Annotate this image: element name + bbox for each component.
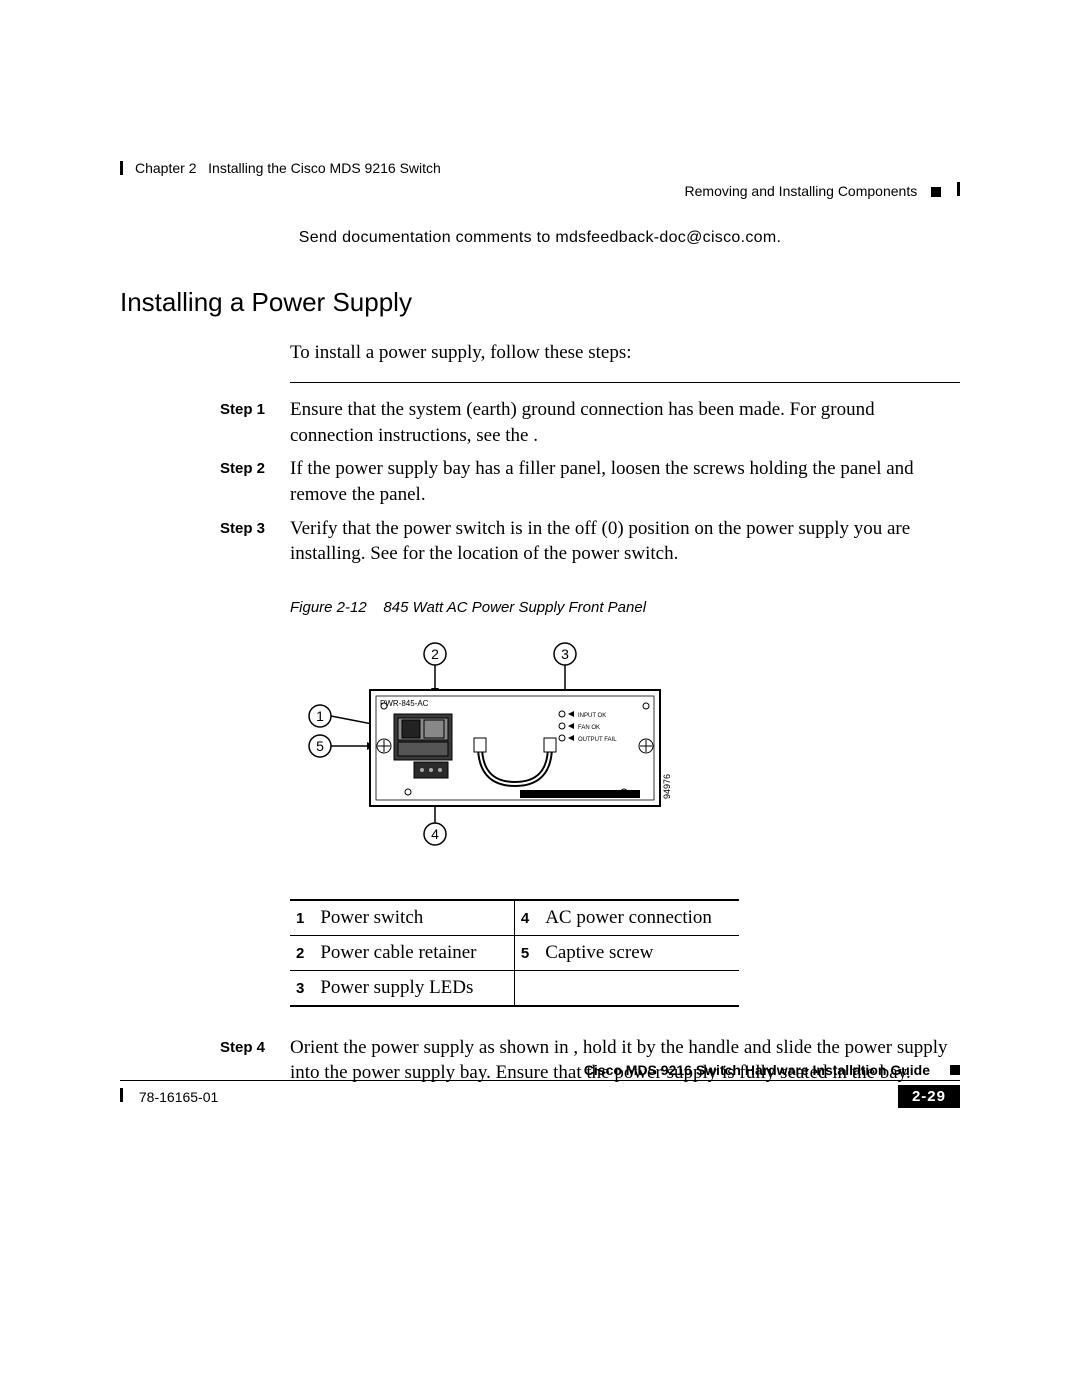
guide-title: Cisco MDS 9216 Switch Hardware Installat… [584,1062,930,1078]
callout-5: 5 [316,738,324,754]
header-bar-icon [120,161,123,175]
callout-1: 1 [316,708,324,724]
page-number: 2-29 [898,1085,960,1108]
doc-number: 78-16165-01 [139,1089,218,1105]
led-label: INPUT OK [578,713,606,719]
footer-guide-row: Cisco MDS 9216 Switch Hardware Installat… [120,1062,960,1078]
chapter-title: Installing the Cisco MDS 9216 Switch [208,160,441,176]
page-content: Chapter 2 Installing the Cisco MDS 9216 … [120,160,960,1094]
led-label: OUTPUT FAIL [578,737,617,743]
legend-num: 3 [290,970,314,1006]
section-name: Removing and Installing Components [685,183,918,199]
running-header: Chapter 2 Installing the Cisco MDS 9216 … [120,160,960,176]
square-icon [950,1065,960,1075]
step-3: Step 3 Verify that the power switch is i… [220,516,960,567]
figure-title: 845 Watt AC Power Supply Front Panel [383,599,646,616]
captive-screw-icon [377,739,391,753]
figure-part-number: 94976 [662,774,672,799]
step-text: If the power supply bay has a filler pan… [290,456,960,507]
callout-2: 2 [431,646,439,662]
step-2: Step 2 If the power supply bay has a fil… [220,456,960,507]
step-1: Step 1 Ensure that the system (earth) gr… [220,397,960,448]
legend-num: 1 [290,900,314,936]
header-bar-right-icon [957,182,960,196]
legend-text: AC power connection [539,900,739,936]
figure-label: Figure 2-12 [290,599,367,616]
legend-num [514,970,539,1006]
table-row: 3 Power supply LEDs [290,970,739,1006]
intro-text: To install a power supply, follow these … [290,342,960,364]
footer-left: 78-16165-01 [120,1088,218,1105]
legend-table: 1 Power switch 4 AC power connection 2 P… [290,899,739,1007]
legend-text: Power supply LEDs [314,970,514,1006]
legend-num: 5 [514,935,539,970]
square-icon [931,187,941,197]
legend-text [539,970,739,1006]
footer-bottom-row: 78-16165-01 2-29 [120,1085,960,1108]
step-label: Step 1 [220,397,290,448]
legend-text: Power switch [314,900,514,936]
page-footer: Cisco MDS 9216 Switch Hardware Installat… [120,1062,960,1108]
callout-3: 3 [561,646,569,662]
step-label: Step 2 [220,456,290,507]
legend-text: Power cable retainer [314,935,514,970]
step-text: Verify that the power switch is in the o… [290,516,960,567]
header-right: Removing and Installing Components [120,182,960,199]
table-row: 1 Power switch 4 AC power connection [290,900,739,936]
footer-rule [120,1080,960,1081]
figure: 2 3 1 5 [290,634,960,859]
legend-text: Captive screw [539,935,739,970]
feedback-line: Send documentation comments to mdsfeedba… [120,229,960,247]
legend-num: 2 [290,935,314,970]
step-text: Ensure that the system (earth) ground co… [290,397,960,448]
legend-num: 4 [514,900,539,936]
figure-caption: Figure 2-12 845 Watt AC Power Supply Fro… [290,599,960,616]
step-label: Step 3 [220,516,290,567]
callout-4: 4 [431,826,439,842]
captive-screw-icon [639,739,653,753]
table-row: 2 Power cable retainer 5 Captive screw [290,935,739,970]
led-label: FAN OK [578,725,600,731]
footer-bar-icon [120,1088,123,1102]
section-heading: Installing a Power Supply [120,287,960,318]
rule-top [290,382,960,383]
chapter-label: Chapter 2 [135,160,196,176]
header-left: Chapter 2 Installing the Cisco MDS 9216 … [120,160,441,176]
